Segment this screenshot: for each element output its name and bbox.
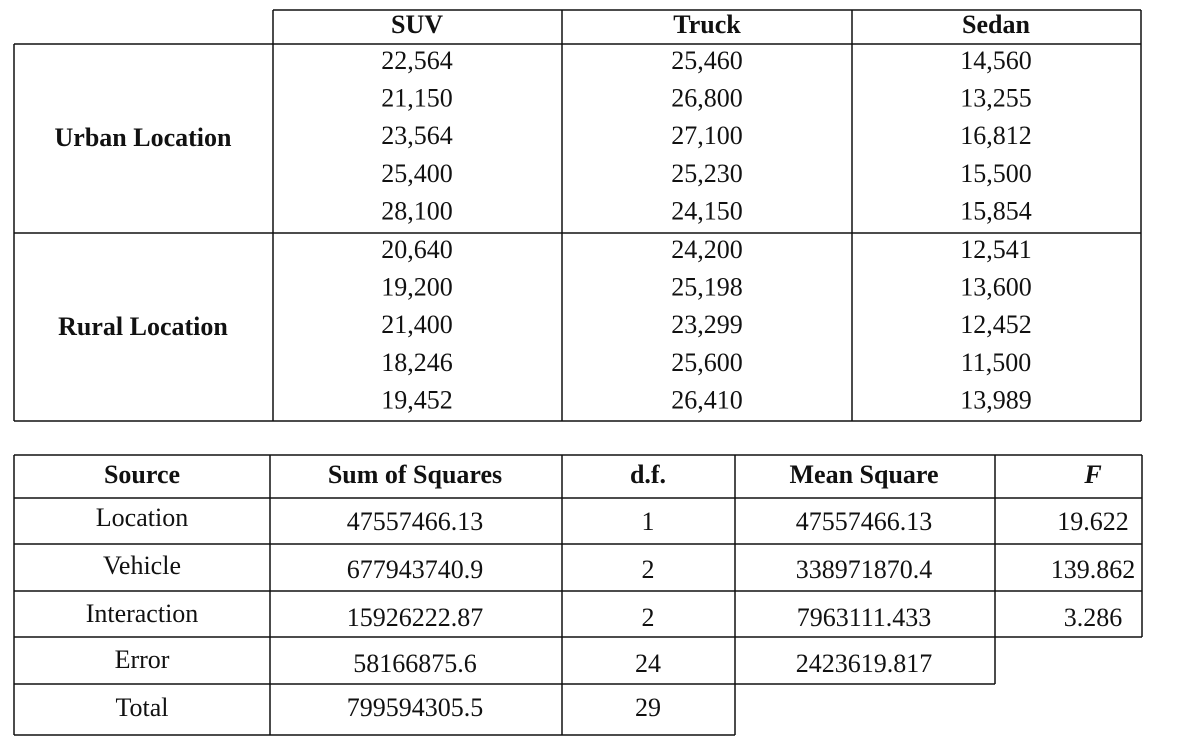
column-header: d.f. <box>630 460 666 489</box>
cell: 799594305.5 <box>347 693 484 722</box>
cell: 15,500 <box>960 159 1032 188</box>
cell: 2423619.817 <box>796 649 933 678</box>
cell: 12,452 <box>960 310 1032 339</box>
group-label: Urban Location <box>55 123 233 152</box>
cell: 28,100 <box>381 196 453 225</box>
source-label: Total <box>115 693 168 722</box>
column-header: Sedan <box>962 10 1030 39</box>
top-table-borders <box>13 9 1142 422</box>
column-header: Mean Square <box>789 460 938 489</box>
cell: 1 <box>642 507 655 536</box>
cell: 25,460 <box>671 46 743 75</box>
group-label: Rural Location <box>58 312 228 341</box>
cell: 677943740.9 <box>347 555 484 584</box>
cell: 29 <box>635 693 661 722</box>
cell: 24 <box>635 649 661 678</box>
cell: 19.622 <box>1057 507 1129 536</box>
source-label: Interaction <box>86 599 199 628</box>
cell: 25,198 <box>671 273 743 302</box>
cell: 13,600 <box>960 273 1032 302</box>
cell: 24,150 <box>671 196 743 225</box>
cell: 18,246 <box>381 348 453 377</box>
column-header: F <box>1083 460 1101 489</box>
column-header: Truck <box>673 10 741 39</box>
cell: 24,200 <box>671 235 743 264</box>
cell: 20,640 <box>381 235 453 264</box>
cell: 58166875.6 <box>353 649 477 678</box>
cell: 19,200 <box>381 273 453 302</box>
cell: 47557466.13 <box>347 507 484 536</box>
source-label: Location <box>96 503 188 532</box>
column-header: Source <box>104 460 180 489</box>
cell: 139.862 <box>1051 555 1136 584</box>
cell: 19,452 <box>381 385 453 414</box>
cell: 16,812 <box>960 121 1032 150</box>
cell: 14,560 <box>960 46 1032 75</box>
anova-table-borders <box>13 454 1143 736</box>
cell: 21,400 <box>381 310 453 339</box>
cell: 15,854 <box>960 196 1032 225</box>
cell: 47557466.13 <box>796 507 933 536</box>
source-label: Vehicle <box>103 551 181 580</box>
cell: 25,230 <box>671 159 743 188</box>
column-header: Sum of Squares <box>328 460 502 489</box>
cell: 23,564 <box>381 121 453 150</box>
cell: 23,299 <box>671 310 743 339</box>
cell: 26,410 <box>671 385 743 414</box>
cell: 7963111.433 <box>797 603 932 632</box>
cell: 25,600 <box>671 348 743 377</box>
cell: 2 <box>642 603 655 632</box>
cell: 12,541 <box>960 235 1032 264</box>
cell: 21,150 <box>381 84 453 113</box>
cell: 2 <box>642 555 655 584</box>
cell: 11,500 <box>961 348 1032 377</box>
cell: 22,564 <box>381 46 453 75</box>
column-header: SUV <box>391 10 443 39</box>
source-label: Error <box>115 645 170 674</box>
cell: 13,255 <box>960 84 1032 113</box>
cell: 26,800 <box>671 84 743 113</box>
cell: 13,989 <box>960 385 1032 414</box>
cell: 3.286 <box>1064 603 1123 632</box>
cell: 27,100 <box>671 121 743 150</box>
cell: 15926222.87 <box>347 603 484 632</box>
cell: 338971870.4 <box>796 555 933 584</box>
cell: 25,400 <box>381 159 453 188</box>
